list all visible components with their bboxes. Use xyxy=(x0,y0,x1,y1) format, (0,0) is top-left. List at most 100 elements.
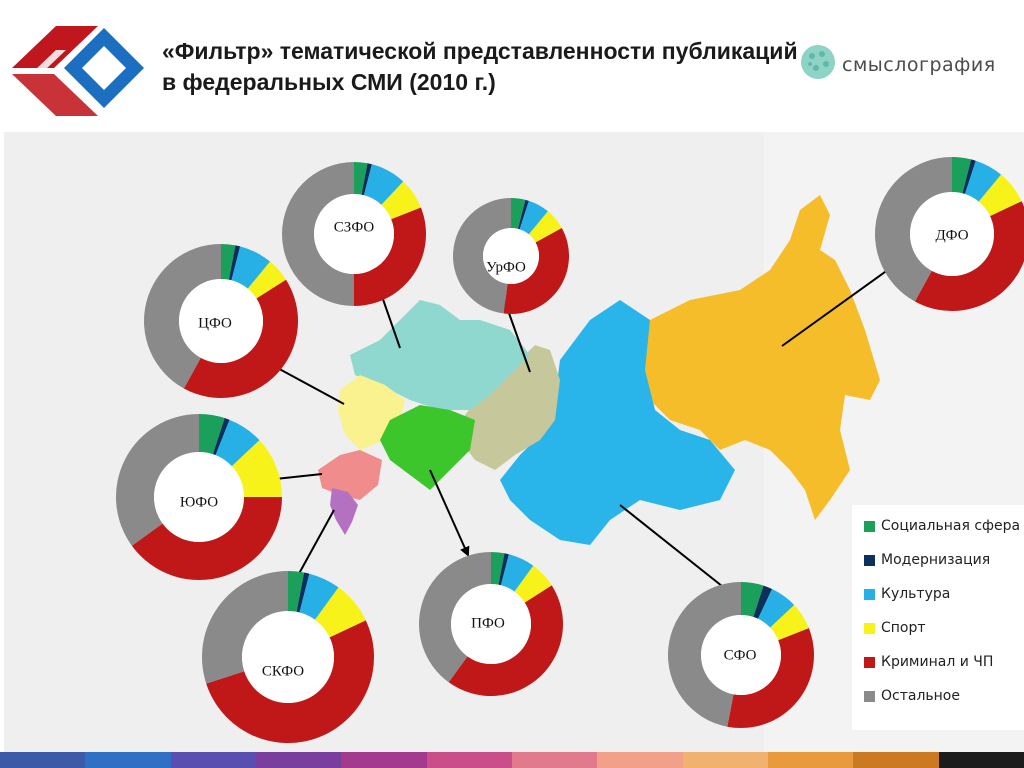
donut-hole xyxy=(242,611,334,703)
donut-slice-culture xyxy=(299,573,339,620)
donut-6: СФО xyxy=(668,582,814,728)
legend-item: Культура xyxy=(864,584,950,604)
donut-slice-modern xyxy=(228,245,241,281)
footer-segment xyxy=(170,752,256,768)
brand-logo: смыслография xyxy=(798,40,998,84)
donut-slice-modern xyxy=(753,585,773,619)
footer-segment xyxy=(0,752,86,768)
header: «Фильтр» тематической представленности п… xyxy=(0,0,1024,130)
donut-slice-modern xyxy=(498,553,509,586)
logo-diamond-icon xyxy=(12,26,144,116)
legend-label: Остальное xyxy=(881,688,960,704)
donut-4: ЮФО xyxy=(116,414,282,580)
legend-swatch-sport xyxy=(864,622,875,634)
legend: Социальная сфера Модернизация Культура С… xyxy=(852,505,1024,730)
donut-0: СЗФО xyxy=(282,162,426,306)
footer-segment xyxy=(938,752,1024,768)
donut-slice-other xyxy=(452,198,511,314)
legend-swatch-crime xyxy=(864,656,875,668)
donut-slice-other xyxy=(144,244,221,389)
footer-segment xyxy=(682,752,768,768)
region-label: СКФО xyxy=(262,663,304,679)
arrow-pfo xyxy=(429,469,470,557)
donut-7: СКФО xyxy=(202,571,375,744)
donut-slice-social xyxy=(491,552,505,585)
donut-slice-other xyxy=(116,414,199,546)
donut-slice-culture xyxy=(363,164,404,205)
footer-segment xyxy=(426,752,512,768)
page-title: «Фильтр» тематической представленности п… xyxy=(162,38,798,95)
donut-slice-social xyxy=(741,582,764,617)
donut-slice-social xyxy=(952,157,972,194)
donut-slice-social xyxy=(511,198,526,229)
region-label: УрФО xyxy=(486,259,526,275)
legend-swatch-modern xyxy=(864,554,875,566)
donut-slice-other xyxy=(419,552,491,683)
footer-segment xyxy=(767,752,854,768)
donut-slice-other xyxy=(282,162,354,306)
region-map-dfo xyxy=(640,195,880,520)
footer-segment xyxy=(85,752,171,768)
donut-slice-social xyxy=(199,414,225,455)
region-map-sfo xyxy=(500,300,735,545)
legend-label: Спорт xyxy=(881,620,926,636)
donut-slice-sport xyxy=(514,565,552,603)
donut-slice-culture xyxy=(519,200,548,235)
footer-segment xyxy=(341,752,427,768)
legend-item: Спорт xyxy=(864,618,926,638)
donut-3: ЦФО xyxy=(144,244,298,398)
donut-slice-crime xyxy=(448,585,563,696)
donut-slice-social xyxy=(354,162,368,195)
donut-hole xyxy=(483,228,539,284)
legend-label: Модернизация xyxy=(881,552,991,568)
donut-charts: СЗФО УрФО ДФО ЦФО ЮФО ПФО СФО СКФО xyxy=(116,157,1024,744)
donut-hole xyxy=(910,192,994,276)
donut-hole xyxy=(701,615,781,695)
donut-slice-crime xyxy=(206,620,375,744)
donut-slice-sport xyxy=(247,261,287,299)
donut-slice-culture xyxy=(500,554,534,592)
donut-slice-sport xyxy=(770,605,809,641)
donut-hole xyxy=(314,194,394,274)
region-label: ДФО xyxy=(935,227,968,243)
donut-hole xyxy=(179,279,263,363)
donut-slice-modern xyxy=(296,572,310,613)
donut-1: УрФО xyxy=(452,198,569,315)
donut-slice-culture xyxy=(231,246,271,289)
region-map-pfo xyxy=(380,405,475,490)
donut-slice-crime xyxy=(183,279,298,398)
donut-slice-crime xyxy=(727,628,814,728)
legend-swatch-culture xyxy=(864,588,875,600)
region-map-urfo xyxy=(460,345,560,470)
donut-slice-sport xyxy=(381,181,421,220)
donut-slice-culture xyxy=(758,588,795,628)
legend-item: Модернизация xyxy=(864,550,990,570)
donut-slice-sport xyxy=(315,587,366,638)
legend-swatch-social xyxy=(864,520,875,532)
footer-segment xyxy=(255,752,342,768)
footer-segment xyxy=(511,752,598,768)
donut-slice-modern xyxy=(212,418,230,456)
donut-slice-modern xyxy=(517,199,529,230)
donut-slice-culture xyxy=(964,160,1002,202)
donut-slice-sport xyxy=(528,211,562,243)
region-label: СЗФО xyxy=(334,219,375,235)
donut-slice-modern xyxy=(361,163,372,196)
region-map-yufo xyxy=(318,450,382,500)
donut-slice-other xyxy=(874,157,952,302)
legend-item: Социальная сфера xyxy=(864,516,1020,536)
legend-label: Культура xyxy=(881,586,951,602)
donut-hole xyxy=(451,584,531,664)
donut-slice-crime xyxy=(503,228,569,315)
brand-name: смыслография xyxy=(842,54,996,76)
footer-color-bar xyxy=(0,752,1024,768)
region-label: СФО xyxy=(724,647,757,663)
donut-slice-sport xyxy=(231,440,282,497)
legend-swatch-other xyxy=(864,690,875,702)
footer-segment xyxy=(597,752,683,768)
region-map-szfo xyxy=(350,300,530,410)
donut-slice-other xyxy=(202,571,288,684)
region-map-skfo xyxy=(330,488,358,535)
arrow-sfo xyxy=(619,504,734,596)
